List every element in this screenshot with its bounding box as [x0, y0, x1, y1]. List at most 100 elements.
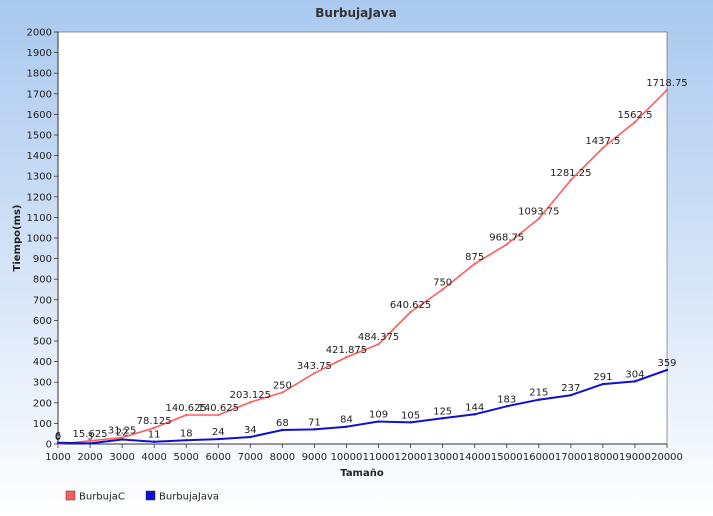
data-label: 750 — [433, 278, 452, 289]
y-tick-label: 200 — [33, 398, 52, 409]
x-tick-label: 18000 — [587, 452, 619, 463]
data-point — [217, 437, 220, 441]
data-label: 22 — [116, 427, 129, 438]
data-label: 640.625 — [390, 300, 431, 311]
data-point — [633, 120, 637, 124]
data-label: 71 — [308, 417, 321, 428]
data-point — [505, 405, 508, 408]
y-tick-label: 1600 — [27, 110, 52, 121]
x-tick-label: 12000 — [395, 452, 427, 463]
x-axis: 1000 2000 3000 4000 5000 6000 7000 8000 9000 1000… — [45, 443, 683, 463]
x-tick-label: 8000 — [270, 452, 295, 463]
data-point — [345, 425, 348, 428]
data-point — [249, 435, 252, 439]
y-tick-label: 500 — [33, 337, 52, 348]
y-tick-label: 1800 — [27, 69, 52, 80]
data-label: 291 — [593, 372, 612, 383]
y-tick-label: 1900 — [27, 48, 52, 59]
data-label: 105 — [401, 410, 420, 421]
data-label: 183 — [497, 394, 516, 405]
data-label: 250 — [273, 381, 292, 392]
data-label: 6 — [55, 431, 61, 442]
x-tick-label: 5000 — [173, 452, 198, 463]
y-tick-label: 600 — [33, 316, 52, 327]
data-label: 215 — [529, 388, 548, 399]
x-tick-label: 20000 — [651, 452, 683, 463]
y-tick-label: 2000 — [27, 28, 52, 39]
data-label: 203.125 — [230, 390, 271, 401]
data-point — [377, 420, 380, 423]
data-point — [88, 442, 92, 445]
x-tick-label: 6000 — [206, 452, 231, 463]
y-tick-label: 100 — [33, 419, 52, 430]
x-tick-label: 1000 — [45, 452, 70, 463]
data-point — [56, 441, 60, 444]
data-point — [377, 343, 380, 346]
data-label: 1281.25 — [550, 168, 591, 179]
data-point — [409, 310, 412, 314]
data-label: 24 — [212, 427, 225, 438]
data-point — [537, 217, 540, 220]
y-tick-label: 1500 — [27, 131, 52, 142]
data-label: 31.25 — [108, 426, 137, 437]
data-label: 343.75 — [297, 361, 332, 372]
legend-label-burbujajava: BurbujaJava — [159, 492, 219, 503]
plot-area — [57, 31, 668, 445]
data-point — [633, 380, 637, 383]
data-point — [505, 243, 508, 246]
data-label: 359 — [657, 358, 676, 369]
y-tick-label: 1000 — [27, 234, 52, 245]
data-point — [281, 391, 284, 394]
x-tick-label: 19000 — [619, 452, 651, 463]
y-tick-label: 0 — [46, 440, 52, 451]
x-tick-label: 2000 — [77, 452, 102, 463]
data-label: 34 — [244, 425, 257, 436]
x-tick-label: 10000 — [331, 452, 363, 463]
y-tick-label: 400 — [33, 357, 52, 368]
data-label: 0 — [55, 432, 61, 443]
series-line-burbujac — [57, 89, 668, 445]
data-label: 968.75 — [489, 232, 524, 243]
x-tick-label: 16000 — [523, 452, 555, 463]
series-layer — [56, 88, 669, 446]
data-point — [569, 178, 573, 182]
data-label: 1718.75 — [646, 78, 687, 89]
data-point — [313, 371, 316, 375]
data-labels: 0 15.625 31.2578.125140.625140.625203.1252… — [55, 78, 688, 443]
y-tick-label: 1300 — [27, 172, 52, 183]
legend-swatch-burbujajava — [145, 490, 156, 501]
data-label: 875 — [465, 252, 484, 263]
data-point — [601, 382, 605, 386]
x-tick-label: 14000 — [459, 452, 491, 463]
chart-title: BurbujaJava — [315, 6, 396, 20]
data-point — [473, 262, 476, 265]
data-point — [441, 288, 444, 291]
y-tick-label: 1100 — [27, 213, 52, 224]
data-point — [345, 355, 348, 359]
legend-label-burbujac: BurbujaC — [79, 492, 125, 503]
data-point — [441, 417, 444, 420]
y-tick-label: 1700 — [27, 89, 52, 100]
data-point — [152, 440, 156, 443]
data-label: 1093.75 — [518, 207, 559, 218]
legend-swatch-burbujac — [65, 490, 76, 501]
data-point — [569, 393, 573, 397]
data-point — [665, 88, 669, 92]
data-point — [537, 398, 540, 401]
x-tick-label: 4000 — [141, 452, 166, 463]
data-label: 1562.5 — [617, 110, 652, 121]
x-tick-label: 11000 — [363, 452, 395, 463]
data-label: 1437.5 — [585, 136, 620, 147]
data-point — [185, 439, 188, 442]
legend: BurbujaC BurbujaJava — [65, 490, 219, 503]
data-label: 140.625 — [166, 403, 207, 414]
data-label: 3 — [87, 431, 93, 442]
x-tick-label: 13000 — [427, 452, 459, 463]
data-point — [120, 436, 124, 439]
data-label: 237 — [561, 383, 580, 394]
y-axis-title: Tiempo(ms) — [12, 205, 23, 272]
y-tick-label: 800 — [33, 275, 52, 286]
data-point — [88, 439, 92, 442]
data-point — [152, 426, 156, 430]
